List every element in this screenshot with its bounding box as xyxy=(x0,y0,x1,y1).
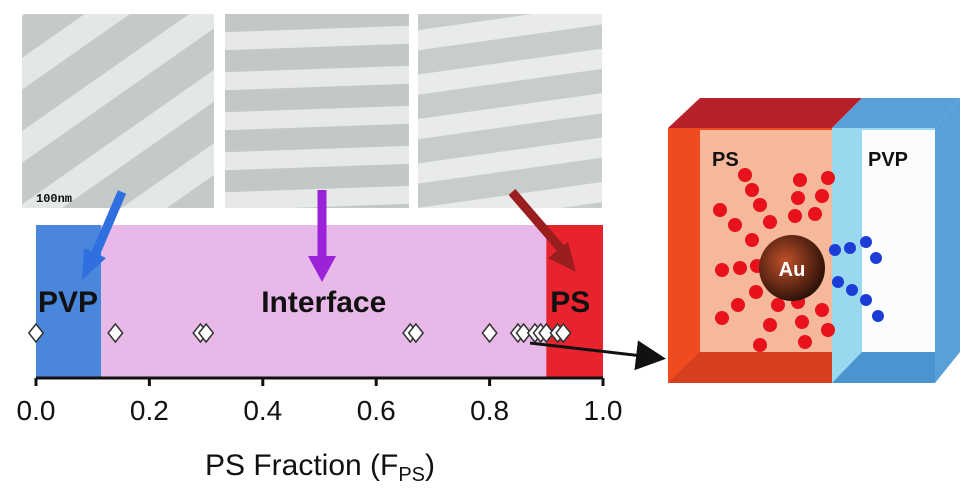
x-axis-label: PS Fraction (FPS) xyxy=(205,449,435,486)
x-tick-label: 0.6 xyxy=(357,395,396,426)
x-label-main: PS Fraction (F xyxy=(205,449,398,482)
label-pvp: PVP xyxy=(868,149,908,171)
scale-bar: 100nm xyxy=(36,192,72,206)
x-tick-label: 0.8 xyxy=(470,395,509,426)
region-label: PVP xyxy=(38,286,98,319)
x-tick-label: 0.0 xyxy=(17,395,56,426)
x-label-end: ) xyxy=(425,449,435,482)
x-tick-label: 1.0 xyxy=(584,395,623,426)
figure: 100nm PVP Interface PS 0.0 0.2 0.4 0.6 0.8 1.0 xyxy=(0,0,961,491)
label-au: Au xyxy=(779,259,806,281)
region-label: PS xyxy=(550,286,590,319)
label-ps: PS xyxy=(712,149,739,171)
micrograph xyxy=(418,14,602,208)
x-label-sub: PS xyxy=(398,464,425,486)
diagram: PS PVP Au xyxy=(668,98,960,383)
micrograph xyxy=(225,14,409,208)
x-tick-label: 0.2 xyxy=(130,395,169,426)
x-tick-label: 0.4 xyxy=(243,395,282,426)
micrograph xyxy=(22,14,214,208)
region-label: Interface xyxy=(261,286,386,319)
